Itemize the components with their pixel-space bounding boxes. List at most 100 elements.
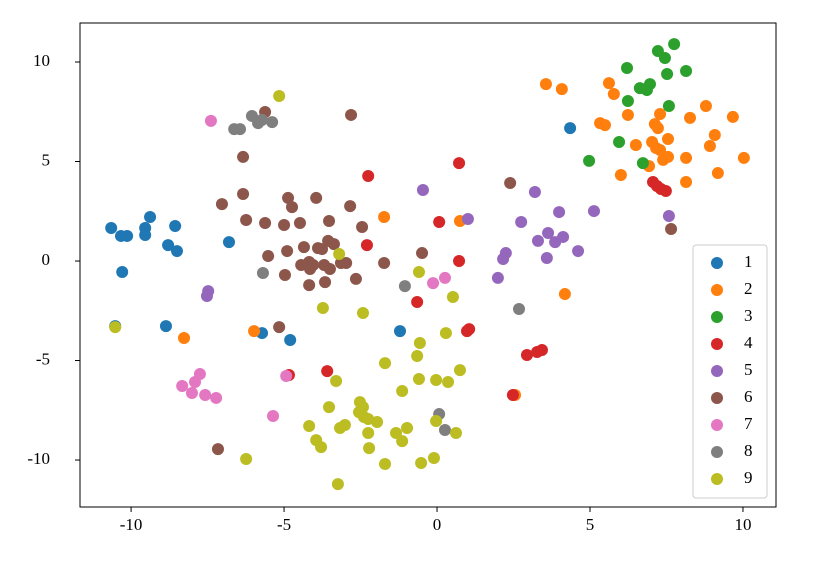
point <box>362 170 375 183</box>
point <box>356 220 369 233</box>
point <box>304 262 317 275</box>
point <box>708 129 721 142</box>
point <box>598 119 611 132</box>
point <box>109 321 122 334</box>
point <box>726 110 739 123</box>
point <box>413 337 426 350</box>
point <box>323 215 336 228</box>
point <box>303 279 316 292</box>
point <box>438 271 451 284</box>
point <box>282 191 295 204</box>
point <box>684 111 697 124</box>
point <box>621 95 634 108</box>
point <box>378 257 391 270</box>
point <box>427 452 440 465</box>
point <box>396 435 409 448</box>
point <box>542 226 555 239</box>
point <box>449 426 462 439</box>
point <box>658 52 671 65</box>
point <box>394 325 407 338</box>
point <box>629 138 642 151</box>
point <box>411 349 424 362</box>
point <box>273 90 286 103</box>
point <box>248 325 261 338</box>
point <box>222 236 235 249</box>
point <box>662 99 675 112</box>
point <box>259 217 272 230</box>
point <box>662 210 675 223</box>
point <box>199 388 212 401</box>
point <box>646 136 659 149</box>
point <box>278 268 291 281</box>
x-tick-label: 0 <box>433 515 442 534</box>
legend-label: 9 <box>744 468 753 487</box>
point <box>553 206 566 219</box>
point <box>362 426 375 439</box>
point <box>159 320 172 333</box>
legend-box <box>692 244 768 499</box>
legend-label: 4 <box>744 333 753 352</box>
point <box>303 420 316 433</box>
legend-marker <box>711 392 723 404</box>
point <box>144 211 157 224</box>
point <box>185 386 198 399</box>
point <box>396 384 409 397</box>
point <box>640 84 653 97</box>
point <box>539 78 552 91</box>
point <box>491 271 504 284</box>
point <box>654 143 667 156</box>
point <box>323 401 336 414</box>
point <box>281 245 294 258</box>
point <box>162 239 175 252</box>
point <box>401 421 414 434</box>
point <box>515 216 528 229</box>
legend-label: 3 <box>744 306 753 325</box>
y-tick-label: 10 <box>33 51 50 70</box>
point <box>680 176 693 189</box>
legend-marker <box>711 338 723 350</box>
point <box>330 375 343 388</box>
point <box>297 241 310 254</box>
point <box>557 230 570 243</box>
point <box>535 343 548 356</box>
legend-label: 6 <box>744 387 753 406</box>
point <box>189 376 202 389</box>
point <box>602 77 615 90</box>
point <box>178 332 191 345</box>
point <box>558 288 571 301</box>
point <box>267 410 280 423</box>
point <box>699 99 712 112</box>
point <box>284 334 297 347</box>
point <box>520 348 533 361</box>
point <box>453 255 466 268</box>
point <box>528 185 541 198</box>
legend-marker <box>711 284 723 296</box>
point <box>211 443 224 456</box>
point <box>371 416 384 429</box>
point <box>613 136 626 149</box>
y-tick-label: 0 <box>42 250 51 269</box>
point <box>293 217 306 230</box>
point <box>412 373 425 386</box>
point <box>116 265 129 278</box>
point <box>273 321 286 334</box>
point <box>564 122 577 135</box>
legend-marker <box>711 311 723 323</box>
point <box>621 108 634 121</box>
point <box>446 291 459 304</box>
point <box>340 257 353 270</box>
x-tick-label: -10 <box>120 515 143 534</box>
point <box>659 184 672 197</box>
x-tick-label: 5 <box>586 515 595 534</box>
point <box>240 453 253 466</box>
point <box>438 423 451 436</box>
point <box>621 61 634 74</box>
point <box>412 265 425 278</box>
legend-label: 8 <box>744 441 753 460</box>
point <box>315 243 328 256</box>
point <box>654 107 667 120</box>
legend-marker <box>711 473 723 485</box>
point <box>668 38 681 51</box>
point <box>504 177 517 190</box>
